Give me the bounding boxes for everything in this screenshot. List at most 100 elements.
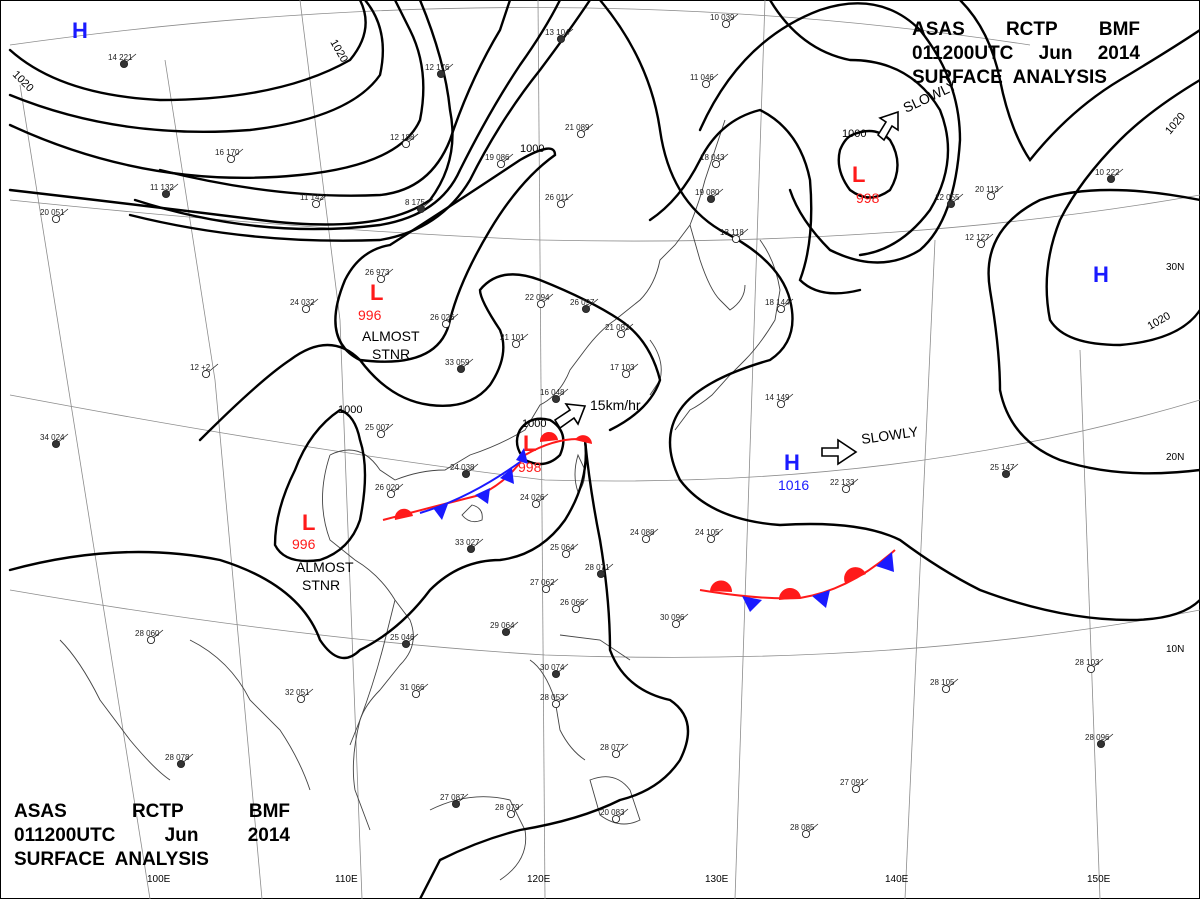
latitude-label: 10N	[1166, 644, 1184, 655]
station-values: 28 103	[1075, 658, 1100, 667]
longitude-label: 120E	[527, 874, 551, 885]
station-circle-icon	[296, 694, 306, 704]
header-station: RCTP	[131, 801, 184, 822]
station-circle-icon	[776, 304, 786, 314]
station-circle-icon	[201, 369, 211, 379]
warm-front-semicircle	[778, 587, 801, 600]
fronts	[382, 431, 896, 612]
movement-note: ALMOST STNR	[296, 559, 357, 593]
station-model: 28 077	[600, 743, 629, 759]
longitude-labels: 100E 110E 120E 130E 140E 150E	[147, 874, 1111, 885]
cold-front-markers-pacific	[742, 552, 894, 612]
cold-front-triangle	[742, 596, 762, 612]
station-values: 28 077	[600, 743, 625, 752]
station-circle-icon	[611, 749, 621, 759]
station-circle-icon	[721, 19, 731, 29]
india-coast	[59, 639, 171, 781]
station-model: 12 176	[425, 63, 454, 79]
arrow-icon-low-998-ne	[876, 110, 899, 142]
station-values: 18 144	[765, 298, 790, 307]
warm-front-semicircle	[539, 431, 558, 442]
isobar-1000-low-996-south	[273, 408, 367, 563]
station-circle-icon	[531, 499, 541, 509]
station-values: 14 149	[765, 393, 790, 402]
header-station: RCTP	[1005, 19, 1058, 40]
station-model: 24 026	[520, 493, 549, 509]
station-values: 28 071	[585, 563, 610, 572]
station-values: 10 039	[710, 13, 735, 22]
station-model: 14 221	[108, 53, 137, 69]
station-model: 28 105	[930, 678, 959, 694]
station-values: 24 038	[450, 463, 475, 472]
station-model: 21 089	[565, 123, 594, 139]
station-values: 28 096	[1085, 733, 1110, 742]
station-circle-icon	[976, 239, 986, 249]
isobar-h-top-left-a	[8, 0, 367, 102]
luzon	[529, 659, 586, 761]
station-circle-icon	[401, 139, 411, 149]
longitude-label: 100E	[147, 874, 171, 885]
station-values: 24 032	[290, 298, 315, 307]
station-model: 27 087	[440, 793, 469, 809]
station-values: 27 091	[840, 778, 865, 787]
longitude-label: 150E	[1087, 874, 1111, 885]
high-pressure-marker: H	[784, 450, 800, 475]
malay-peninsula	[352, 599, 396, 831]
note-line: STNR	[302, 577, 340, 593]
station-values: 18 043	[700, 153, 725, 162]
station-circle-icon	[556, 34, 566, 44]
station-values: 28 060	[135, 629, 160, 638]
high-pressure-value: 1016	[778, 477, 809, 493]
station-model: 21 082	[605, 323, 634, 339]
station-model: 18 144	[765, 298, 794, 314]
station-values: 31 066	[400, 683, 425, 692]
station-circle-icon	[711, 159, 721, 169]
station-circle-icon	[119, 59, 129, 69]
front-south-china-blue-overlay	[419, 461, 521, 514]
station-values: 34 024	[40, 433, 65, 442]
station-values: 32 051	[285, 688, 310, 697]
header-title: SURFACE ANALYSIS	[14, 849, 209, 870]
station-circle-icon	[416, 204, 426, 214]
low-pressure-value: 996	[358, 307, 382, 323]
station-circle-icon	[801, 829, 811, 839]
station-model: 22 133	[830, 478, 859, 494]
station-values: 25 064	[550, 543, 575, 552]
station-model: 24 032	[290, 298, 319, 314]
longitude-label: 130E	[705, 874, 729, 885]
station-circle-icon	[301, 304, 311, 314]
warm-front-semicircle	[844, 567, 866, 583]
station-circle-icon	[501, 627, 511, 637]
latitude-labels: 30N 20N 10N	[1166, 262, 1184, 655]
isobar-west-pacific-big	[598, 0, 1200, 622]
station-model: 27 062	[530, 578, 559, 594]
station-values: 24 026	[520, 493, 545, 502]
coastlines	[59, 119, 781, 881]
low-pressure-marker: L	[523, 431, 536, 456]
longitude-label: 110E	[335, 874, 358, 885]
warm-front-semicircle	[394, 508, 413, 520]
station-model: 28 096	[1085, 733, 1114, 749]
station-model: 20 051	[40, 208, 69, 224]
station-circle-icon	[946, 199, 956, 209]
isobar-1020-east	[1045, 78, 1200, 347]
station-circle-icon	[596, 569, 606, 579]
station-model: 28 079	[495, 803, 524, 819]
station-circle-icon	[841, 484, 851, 494]
front-south-china-line	[382, 438, 591, 521]
station-model: 17 103	[610, 363, 639, 379]
station-model: 29 064	[490, 621, 519, 637]
isobar-n-china-1	[8, 0, 425, 179]
isobar-1000-low-998	[515, 417, 565, 466]
station-model: 16 170	[215, 148, 244, 164]
isobar-1020-east-lower	[987, 188, 1200, 475]
note-line: ALMOST	[296, 559, 354, 575]
station-model: 28 078	[165, 753, 194, 769]
station-circle-icon	[1001, 469, 1011, 479]
station-values: 16 048	[540, 388, 565, 397]
station-model: 12 055	[935, 193, 964, 209]
meridian-140e	[904, 239, 936, 899]
station-values: 27 087	[440, 793, 465, 802]
station-circle-icon	[51, 439, 61, 449]
